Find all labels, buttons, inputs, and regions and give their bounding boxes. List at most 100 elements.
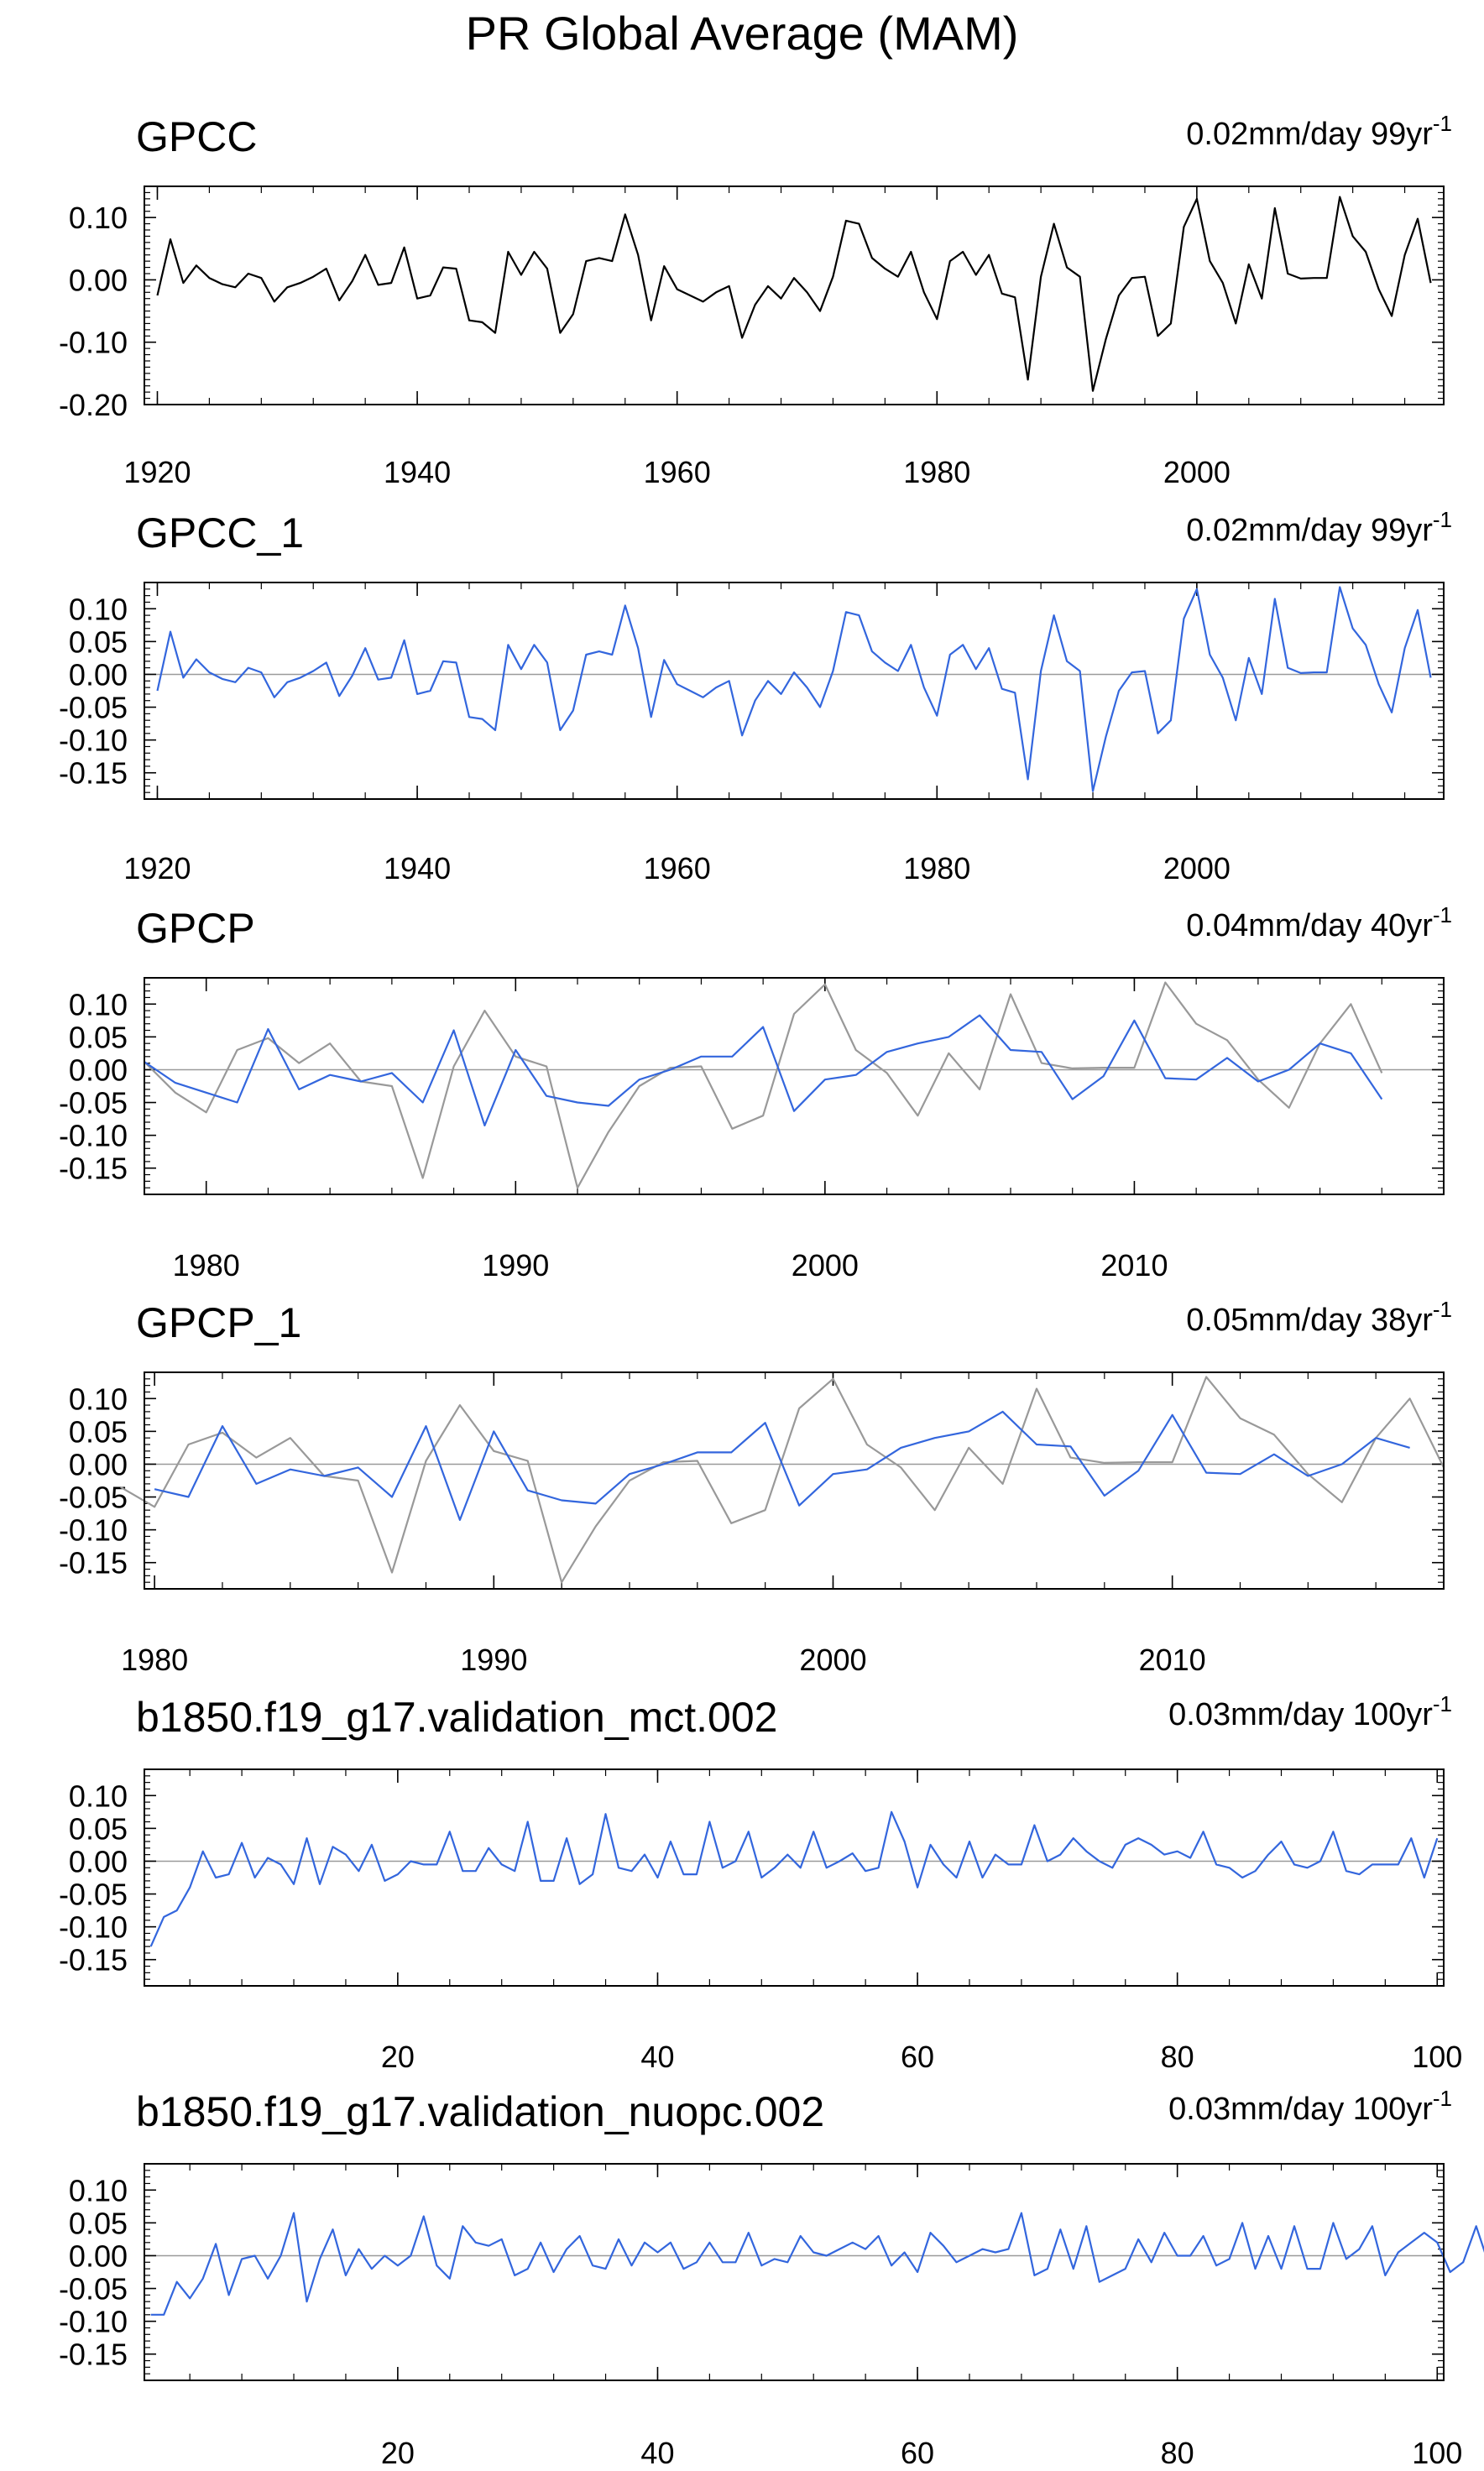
panel-0: GPCC 0.02mm/day 99yr-1 -0.20 -0.10 0.00 0.10 1… bbox=[59, 111, 1452, 489]
y-tick-label: 0.10 bbox=[69, 987, 128, 1021]
y-tick-label: -0.10 bbox=[59, 326, 128, 360]
series-line-0 bbox=[120, 1376, 1445, 1584]
x-tick-label: 2000 bbox=[1163, 851, 1231, 885]
panel-title: b1850.f19_g17.validation_mct.002 bbox=[136, 1694, 777, 1741]
series-line-0 bbox=[156, 586, 1432, 792]
y-tick-label: 0.10 bbox=[69, 1382, 128, 1416]
panel-2: GPCP 0.04mm/day 40yr-1 -0.15-0.10-0.050.00… bbox=[59, 902, 1452, 1283]
x-tick-label: 2010 bbox=[1100, 1248, 1168, 1283]
x-tick-label: 2010 bbox=[1139, 1643, 1206, 1677]
y-tick-label: 0.00 bbox=[69, 1053, 128, 1087]
y-tick-label: 0.00 bbox=[69, 1844, 128, 1878]
series-line-0 bbox=[149, 1810, 1439, 1947]
figure-title: PR Global Average (MAM) bbox=[465, 7, 1019, 60]
y-tick-label: 0.00 bbox=[69, 657, 128, 692]
y-tick-label: -0.15 bbox=[59, 1152, 128, 1186]
y-tick-label: -0.15 bbox=[59, 2338, 128, 2372]
y-tick-label: -0.10 bbox=[59, 2305, 128, 2339]
x-tick-label: 1990 bbox=[482, 1248, 549, 1283]
y-tick-label: -0.10 bbox=[59, 724, 128, 758]
series-line-1 bbox=[144, 1014, 1383, 1127]
panel-annotation: 0.02mm/day 99yr-1 bbox=[1186, 111, 1452, 152]
x-tick-label: 80 bbox=[1161, 2040, 1194, 2074]
y-tick-label: 0.05 bbox=[69, 2206, 128, 2240]
plot-frame bbox=[144, 977, 1445, 1195]
y-tick-label: 0.05 bbox=[69, 1414, 128, 1449]
x-tick-label: 1990 bbox=[460, 1643, 527, 1677]
x-tick-label: 100 bbox=[1412, 2040, 1462, 2074]
panel-annotation-superscript: -1 bbox=[1433, 1691, 1452, 1716]
x-tick-label: 40 bbox=[640, 2040, 674, 2074]
series-line-0 bbox=[144, 981, 1383, 1189]
x-tick-label: 2000 bbox=[792, 1248, 859, 1283]
plot-frame bbox=[144, 185, 1445, 405]
y-tick-label: 0.10 bbox=[69, 1779, 128, 1813]
y-tick-label: -0.10 bbox=[59, 1513, 128, 1548]
x-tick-label: 1980 bbox=[903, 455, 970, 489]
x-tick-label: 100 bbox=[1412, 2436, 1462, 2470]
panel-title: GPCC_1 bbox=[136, 509, 304, 556]
series-line-0 bbox=[150, 2212, 1484, 2316]
series-line-1 bbox=[154, 1410, 1410, 1522]
panel-4: b1850.f19_g17.validation_mct.002 0.03mm/d… bbox=[59, 1691, 1462, 2074]
panel-title: GPCP_1 bbox=[136, 1299, 301, 1346]
panel-annotation: 0.05mm/day 38yr-1 bbox=[1186, 1297, 1452, 1338]
panel-annotation-superscript: -1 bbox=[1433, 1297, 1452, 1322]
panel-title: b1850.f19_g17.validation_nuopc.002 bbox=[136, 2088, 824, 2135]
x-tick-label: 40 bbox=[640, 2436, 674, 2470]
y-tick-label: -0.10 bbox=[59, 1910, 128, 1945]
panel-1: GPCC_1 0.02mm/day 99yr-1-0.15-0.10-0.050.… bbox=[59, 507, 1452, 885]
y-tick-label: -0.15 bbox=[59, 1546, 128, 1580]
y-tick-label: -0.05 bbox=[59, 1086, 128, 1121]
panel-annotation-superscript: -1 bbox=[1433, 507, 1452, 532]
y-tick-label: -0.05 bbox=[59, 2272, 128, 2306]
x-tick-label: 1940 bbox=[384, 851, 451, 885]
panel-annotation: 0.02mm/day 99yr-1 bbox=[1186, 507, 1452, 548]
series-line-0 bbox=[156, 196, 1432, 392]
y-tick-label: 0.00 bbox=[69, 2239, 128, 2273]
y-tick-label: 0.05 bbox=[69, 1020, 128, 1054]
x-tick-label: 1960 bbox=[644, 455, 711, 489]
x-tick-label: 20 bbox=[381, 2436, 415, 2470]
x-tick-label: 60 bbox=[901, 2040, 934, 2074]
x-tick-label: 2000 bbox=[799, 1643, 866, 1677]
y-tick-label: 0.00 bbox=[69, 263, 128, 297]
x-tick-label: 80 bbox=[1161, 2436, 1194, 2470]
panel-annotation: 0.03mm/day 100yr-1 bbox=[1168, 2086, 1452, 2127]
panel-3: GPCP_1 0.05mm/day 38yr-1-0.15-0.10-0.050.… bbox=[59, 1297, 1452, 1677]
x-tick-label: 1960 bbox=[644, 851, 711, 885]
x-tick-label: 1940 bbox=[384, 455, 451, 489]
y-tick-label: 0.10 bbox=[69, 592, 128, 626]
y-tick-label: -0.05 bbox=[59, 691, 128, 725]
panel-title: GPCP bbox=[136, 905, 255, 952]
y-tick-label: 0.05 bbox=[69, 624, 128, 659]
panel-annotation: 0.03mm/day 100yr-1 bbox=[1168, 1691, 1452, 1732]
plot-frame bbox=[144, 582, 1445, 800]
x-tick-label: 1920 bbox=[123, 851, 191, 885]
panel-5: b1850.f19_g17.validation_nuopc.002 0.03mm… bbox=[59, 2086, 1484, 2470]
panel-annotation-superscript: -1 bbox=[1433, 902, 1452, 927]
y-tick-label: -0.15 bbox=[59, 756, 128, 791]
x-tick-label: 60 bbox=[901, 2436, 934, 2470]
plot-frame bbox=[144, 1371, 1445, 1590]
y-tick-label: 0.10 bbox=[69, 201, 128, 235]
panel-annotation-superscript: -1 bbox=[1433, 111, 1452, 136]
y-tick-label: -0.05 bbox=[59, 1481, 128, 1515]
y-tick-label: -0.10 bbox=[59, 1119, 128, 1153]
x-tick-label: 1980 bbox=[121, 1643, 188, 1677]
panel-annotation: 0.04mm/day 40yr-1 bbox=[1186, 902, 1452, 943]
y-tick-label: 0.00 bbox=[69, 1447, 128, 1481]
x-tick-label: 20 bbox=[381, 2040, 415, 2074]
plot-frame bbox=[144, 1768, 1445, 1987]
plot-frame bbox=[144, 2163, 1445, 2381]
y-tick-label: -0.15 bbox=[59, 1943, 128, 1977]
y-tick-label: -0.05 bbox=[59, 1878, 128, 1912]
y-tick-label: -0.20 bbox=[59, 388, 128, 422]
y-tick-label: 0.05 bbox=[69, 1811, 128, 1846]
x-tick-label: 1980 bbox=[173, 1248, 240, 1283]
x-tick-label: 1920 bbox=[123, 455, 191, 489]
x-tick-label: 1980 bbox=[903, 851, 970, 885]
y-tick-label: 0.10 bbox=[69, 2173, 128, 2207]
